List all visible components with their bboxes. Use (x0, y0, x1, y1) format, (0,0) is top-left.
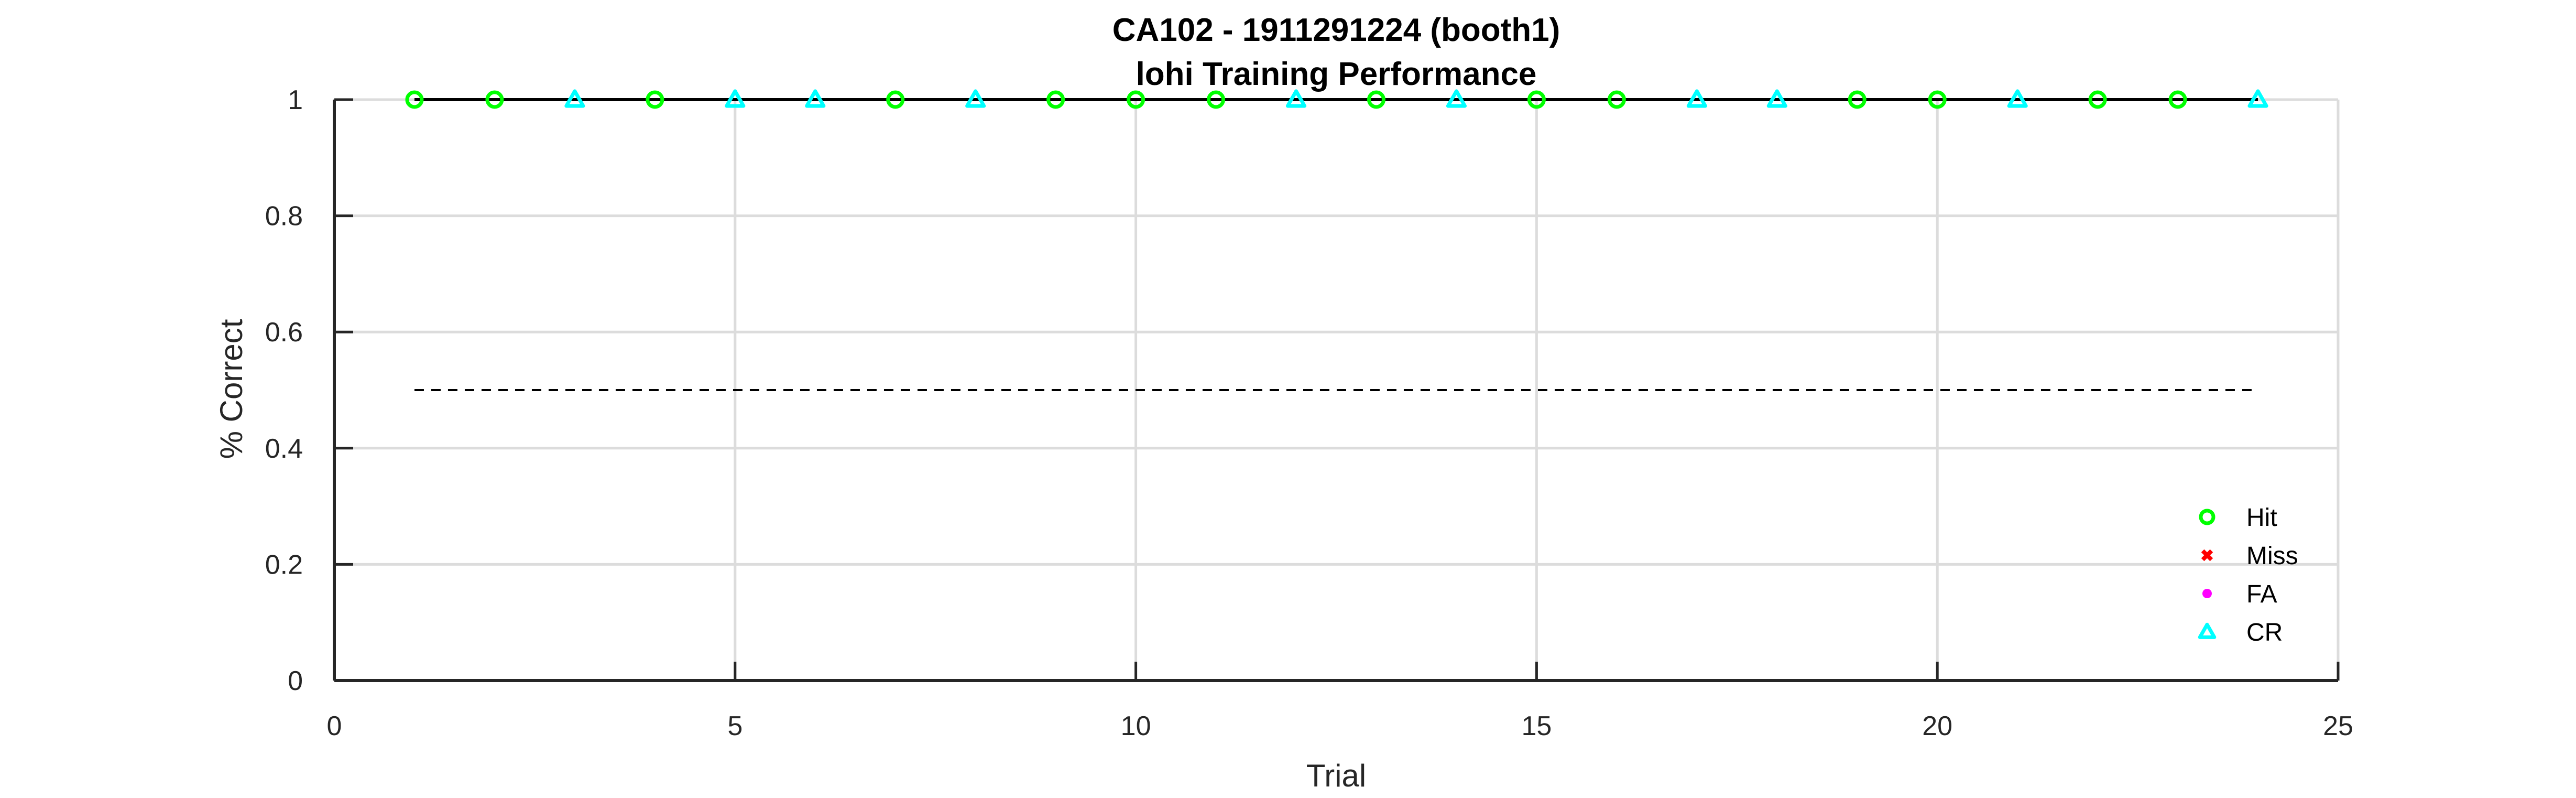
hit-point (646, 90, 664, 109)
hit-point (1046, 90, 1065, 109)
cr-point (805, 89, 826, 108)
y-tick-label: 0.6 (265, 317, 303, 348)
cr-point (1446, 89, 1467, 108)
ticks: 0 5 10 15 20 25 0 0.2 0.4 0.6 0.8 1 (265, 85, 2353, 741)
x-tick-label: 20 (1922, 711, 1952, 741)
legend: Hit Miss FA CR (2198, 504, 2298, 646)
legend-miss-label: Miss (2246, 542, 2298, 570)
x-tick-label: 10 (1121, 711, 1151, 741)
hit-point (1527, 90, 1546, 109)
legend-cr-label: CR (2246, 619, 2283, 646)
y-tick-label: 0.2 (265, 549, 303, 580)
hit-point (1207, 90, 1226, 109)
x-tick-label: 25 (2323, 711, 2353, 741)
x-axis-label: Trial (1306, 758, 1366, 793)
cr-point (965, 89, 986, 108)
hit-point (1127, 90, 1145, 109)
hit-point (1928, 90, 1947, 109)
hit-point (2168, 90, 2187, 109)
legend-hit-marker (2199, 509, 2215, 525)
legend-fa-marker (2202, 589, 2212, 598)
hit-point (1367, 90, 1385, 109)
chart-subtitle: lohi Training Performance (1136, 56, 1537, 92)
cr-point (564, 89, 585, 108)
x-tick-label: 15 (1521, 711, 1552, 741)
hit-point (485, 90, 504, 109)
markers (405, 89, 2268, 109)
hit-point (1607, 90, 1626, 109)
cr-point (2247, 89, 2268, 108)
legend-miss-marker (2201, 549, 2213, 562)
y-tick-label: 0 (288, 666, 303, 696)
cr-point (1766, 89, 1787, 108)
y-tick-label: 0.8 (265, 201, 303, 232)
x-tick-label: 0 (327, 711, 342, 741)
legend-cr-marker (2198, 622, 2217, 639)
legend-miss-marker-stroke (2201, 549, 2213, 562)
cr-point (2007, 89, 2028, 108)
axes (333, 100, 2338, 682)
y-tick-label: 0.4 (265, 434, 303, 464)
hit-point (1848, 90, 1866, 109)
legend-hit-label: Hit (2246, 504, 2277, 532)
y-axis-label: % Correct (214, 319, 249, 459)
chart-title: CA102 - 1911291224 (booth1) (1112, 12, 1560, 48)
cr-point (725, 89, 746, 108)
hit-point (405, 90, 424, 109)
hit-point (886, 90, 905, 109)
legend-fa-label: FA (2246, 580, 2277, 608)
x-tick-label: 5 (727, 711, 743, 741)
y-tick-label: 1 (288, 85, 303, 115)
cr-point (1686, 89, 1707, 108)
cr-point (1285, 89, 1307, 108)
hit-point (2088, 90, 2107, 109)
